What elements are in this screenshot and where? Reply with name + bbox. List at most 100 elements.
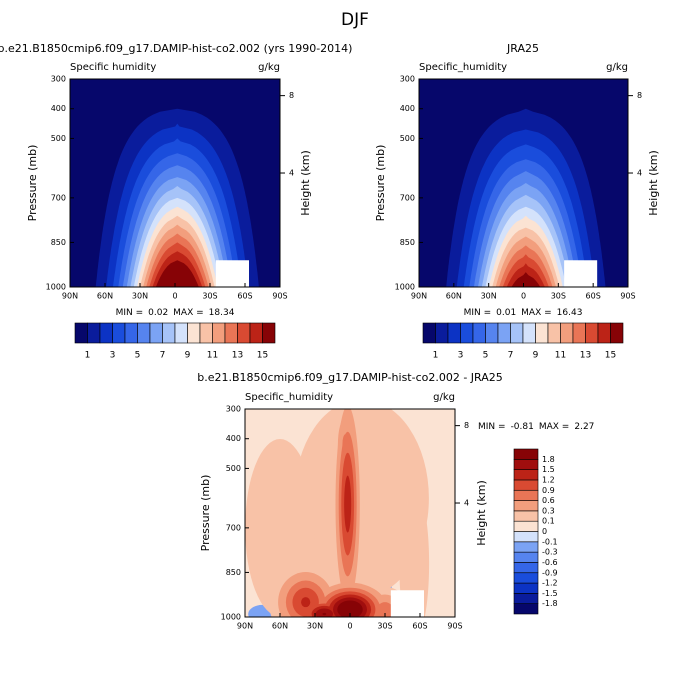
colorbar-box — [224, 322, 238, 344]
colorbar-box — [513, 572, 539, 584]
colorbar-label: -1.2 — [542, 579, 558, 588]
colorbar-label: -0.1 — [542, 537, 558, 546]
contour-region — [301, 597, 311, 608]
x-tick-label: 90N — [411, 292, 427, 301]
x-tick-label: 30N — [307, 622, 323, 631]
max-label: MAX = — [173, 308, 204, 318]
max: 16.43 — [557, 308, 583, 318]
y-tick-label: 400 — [51, 104, 66, 113]
colorbar-label: 7 — [508, 351, 514, 361]
y2-axis-label: Height (km) — [299, 150, 312, 216]
colorbar-label: 1 — [433, 351, 439, 361]
y2-tick-label: 4 — [637, 169, 642, 178]
contour-region — [495, 79, 556, 287]
max: 18.34 — [209, 308, 235, 318]
colorbar-box — [513, 479, 539, 491]
colorbar-label: -1.8 — [542, 599, 558, 608]
y-tick-label: 300 — [226, 405, 241, 414]
y-tick-label: 500 — [226, 464, 241, 473]
min-label: MIN = — [478, 422, 506, 432]
x-tick-label: 90S — [272, 292, 287, 301]
y-tick-label: 1000 — [395, 283, 415, 292]
colorbar-box — [137, 322, 151, 344]
colorbar-box — [513, 551, 539, 563]
colorbar-label: 0.1 — [542, 517, 555, 526]
colorbar-label: 0.9 — [542, 486, 555, 495]
colorbar-box — [262, 322, 276, 344]
colorbar-box — [149, 322, 163, 344]
missing-data — [215, 260, 249, 287]
colorbar-label: 1.5 — [542, 465, 555, 474]
y2-axis-label: Height (km) — [647, 150, 660, 216]
colorbar-label: 15 — [257, 351, 268, 361]
missing-data — [390, 590, 424, 617]
colorbar-box — [513, 510, 539, 522]
plot-area — [245, 409, 455, 617]
y-tick-label: 1000 — [221, 613, 241, 622]
y2-axis-label: Height (km) — [475, 480, 488, 546]
x-tick-label: 60N — [272, 622, 288, 631]
colorbar-label: 13 — [232, 351, 243, 361]
x-tick-label: 30S — [551, 292, 566, 301]
colorbar-label: 13 — [580, 351, 591, 361]
min-label: MIN = — [116, 308, 144, 318]
x-tick-label: 0 — [347, 622, 352, 631]
colorbar-label: 15 — [605, 351, 616, 361]
colorbar-box — [513, 562, 539, 574]
colorbar-box — [513, 593, 539, 604]
contour-region — [344, 475, 352, 533]
colorbar-label: 0.6 — [542, 496, 555, 505]
min: -0.81 — [511, 422, 534, 432]
colorbar-box — [585, 322, 599, 344]
x-tick-label: 30N — [481, 292, 497, 301]
plot-area — [70, 79, 280, 287]
colorbar-label: 11 — [555, 351, 566, 361]
min-label: MIN = — [464, 308, 492, 318]
colorbar-label: 0 — [542, 527, 547, 536]
x-tick-label: 90S — [447, 622, 462, 631]
units-label: g/kg — [258, 62, 280, 73]
colorbar-box — [124, 322, 138, 344]
y-tick-label: 300 — [400, 75, 415, 84]
y2-tick-label: 4 — [464, 499, 469, 508]
colorbar-label: 7 — [160, 351, 166, 361]
x-tick-label: 0 — [521, 292, 526, 301]
colorbar-box — [513, 448, 539, 460]
x-tick-label: 90N — [237, 622, 253, 631]
colorbar-box — [162, 322, 176, 344]
contour-region — [342, 434, 349, 456]
variable-label: Specific humidity — [70, 62, 156, 73]
y-tick-label: 700 — [226, 523, 241, 532]
colorbar-box — [513, 469, 539, 481]
colorbar-box — [513, 541, 539, 553]
min: 0.01 — [496, 308, 516, 318]
max-label: MAX = — [539, 422, 570, 432]
panel-title: JRA25 — [506, 42, 539, 55]
colorbar-box — [237, 322, 251, 344]
colorbar-box — [513, 489, 539, 501]
colorbar-label: 5 — [135, 351, 141, 361]
colorbar-label: -1.5 — [542, 589, 558, 598]
x-tick-label: 0 — [172, 292, 177, 301]
x-tick-label: 60S — [237, 292, 252, 301]
units-label: g/kg — [606, 62, 628, 73]
x-tick-label: 60S — [412, 622, 427, 631]
y-tick-label: 300 — [51, 75, 66, 84]
colorbar-box — [597, 322, 611, 344]
colorbar-label: 9 — [533, 351, 539, 361]
y2-tick-label: 8 — [637, 91, 642, 100]
colorbar-label: 11 — [207, 351, 218, 361]
colorbar-box — [187, 322, 201, 344]
colorbar-box — [560, 322, 574, 344]
y2-tick-label: 8 — [289, 91, 294, 100]
y-tick-label: 1000 — [46, 283, 66, 292]
max-label: MAX = — [521, 308, 552, 318]
min-max: MIN = 0.01 MAX = 16.43 — [464, 308, 583, 318]
variable-label: Specific_humidity — [419, 62, 507, 73]
contour-region — [149, 79, 206, 287]
colorbar-box — [510, 322, 524, 344]
x-tick-label: 60S — [586, 292, 601, 301]
plot-area — [419, 79, 628, 287]
y-tick-label: 700 — [51, 193, 66, 202]
